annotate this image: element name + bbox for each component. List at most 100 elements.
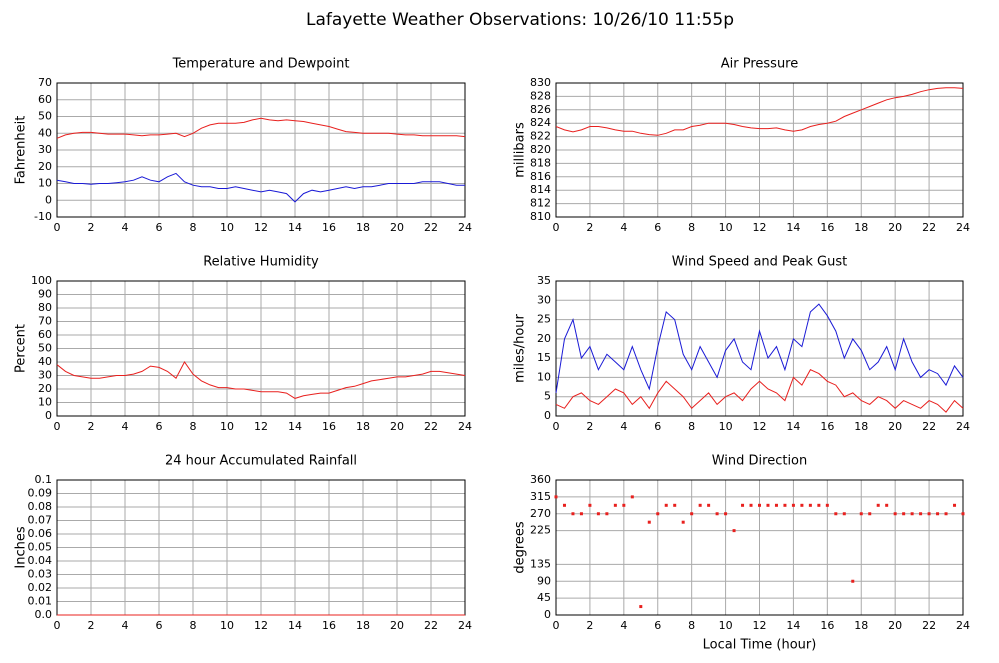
x-tick-label: 10 [719,420,733,433]
x-tick-label: 18 [356,420,370,433]
data-point [673,503,677,507]
y-tick-label: 30 [38,143,52,156]
x-tick-label: 22 [922,619,936,632]
y-tick-label: 20 [38,160,52,173]
y-tick-label: 45 [537,591,551,604]
page-title: Lafayette Weather Observations: 10/26/10… [306,10,734,30]
y-tick-label: 818 [530,156,551,169]
x-tick-label: 18 [854,221,868,234]
data-point [749,503,753,507]
y-tick-label: 315 [530,490,551,503]
y-tick-label: 0.0 [35,608,53,621]
x-tick-label: 24 [458,420,472,433]
y-tick-label: 25 [537,313,551,326]
x-tick-label: 10 [220,221,234,234]
x-tick-label: 2 [586,619,593,632]
y-tick-label: 0.03 [28,568,53,581]
y-tick-label: 35 [537,274,551,287]
x-tick-label: 6 [156,619,163,632]
y-tick-label: 0.02 [28,581,53,594]
y-axis-label: millibars [513,122,528,178]
y-tick-label: 812 [530,197,551,210]
data-point [851,579,855,583]
x-tick-label: 6 [654,420,661,433]
data-point [724,512,728,516]
x-tick-label: 22 [424,420,438,433]
y-tick-label: 810 [530,210,551,223]
data-point [605,512,609,516]
data-point [834,512,838,516]
x-tick-label: 16 [820,221,834,234]
x-tick-label: 24 [458,619,472,632]
x-tick-label: 4 [620,221,627,234]
plot-frame [555,82,964,218]
y-tick-label: 5 [544,390,551,403]
x-tick-label: 24 [458,221,472,234]
y-tick-label: 828 [530,89,551,102]
x-tick-label: 10 [220,619,234,632]
data-line [555,87,964,136]
x-tick-label: 8 [190,221,197,234]
data-line [56,361,466,399]
y-tick-label: 830 [530,76,551,89]
data-point [944,512,948,516]
y-tick-label: 0.1 [35,473,53,486]
data-point [842,512,846,516]
y-tick-label: 60 [38,328,52,341]
y-tick-label: 20 [537,332,551,345]
x-tick-label: 16 [322,221,336,234]
chart-title: Temperature and Dewpoint [172,57,350,72]
y-axis-label: Fahrenheit [14,116,29,185]
data-point [791,503,795,507]
data-point [800,503,804,507]
x-tick-label: 10 [719,221,733,234]
y-tick-label: 10 [38,396,52,409]
y-tick-label: 15 [537,351,551,364]
data-point [910,512,914,516]
data-point [876,503,880,507]
x-tick-label: 16 [820,619,834,632]
x-tick-label: 20 [390,221,404,234]
x-tick-label: 6 [156,420,163,433]
y-tick-label: -10 [34,210,52,223]
x-axis-label: Local Time (hour) [703,638,817,653]
y-tick-label: 90 [38,288,52,301]
y-tick-label: 70 [38,315,52,328]
y-tick-label: 40 [38,126,52,139]
x-tick-label: 22 [424,619,438,632]
y-tick-label: 10 [38,177,52,190]
data-point [571,512,575,516]
x-tick-label: 0 [553,420,560,433]
data-point [859,512,863,516]
data-point [732,529,736,533]
x-tick-label: 4 [620,420,627,433]
y-tick-label: 60 [38,93,52,106]
y-tick-label: 0 [45,193,52,206]
data-point [774,503,778,507]
x-tick-label: 16 [820,420,834,433]
x-tick-label: 22 [922,420,936,433]
y-tick-label: 0.06 [28,527,53,540]
y-tick-label: 10 [537,370,551,383]
data-point [919,512,923,516]
y-tick-label: 0 [45,409,52,422]
data-point [656,512,660,516]
x-tick-label: 18 [854,619,868,632]
y-tick-label: 0 [544,409,551,422]
x-tick-label: 0 [54,420,61,433]
x-tick-label: 20 [390,619,404,632]
y-tick-label: 0 [544,608,551,621]
data-point [808,503,812,507]
data-point [961,512,965,516]
data-point [690,512,694,516]
data-point [741,503,745,507]
data-point [715,512,719,516]
data-point [588,503,592,507]
y-tick-label: 820 [530,143,551,156]
data-point [927,512,931,516]
data-line [555,303,964,393]
y-tick-label: 0.01 [28,595,53,608]
data-point [562,503,566,507]
x-tick-label: 0 [54,619,61,632]
x-tick-label: 2 [586,221,593,234]
